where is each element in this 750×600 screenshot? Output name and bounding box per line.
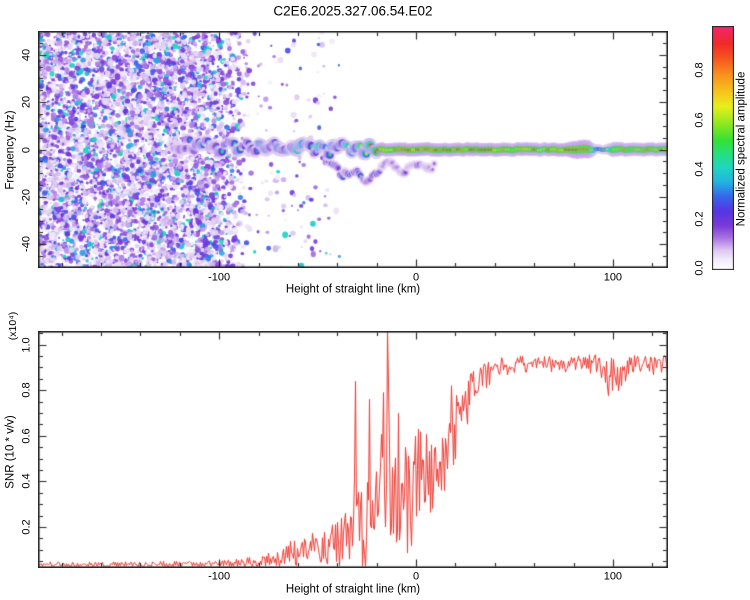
- tick-label: 0: [412, 271, 420, 283]
- tick-label: 100: [603, 271, 623, 283]
- colorbar-label: Normalized spectral amplitude: [735, 71, 748, 227]
- snr-canvas: [38, 331, 668, 568]
- spectrogram-xlabel: Height of straight line (km): [285, 283, 421, 296]
- spectrogram-canvas: [38, 31, 668, 268]
- tick-label: 0: [412, 570, 420, 583]
- snr-xlabel: Height of straight line (km): [285, 583, 421, 596]
- snr-ylabel-scale: (x10⁴): [6, 311, 19, 341]
- tick-label: 0.6: [20, 428, 33, 444]
- tick-label: 0.2: [693, 210, 706, 227]
- tick-label: 100: [603, 570, 623, 583]
- tick-label: 0.0: [693, 260, 706, 276]
- tick-label: 0.4: [693, 161, 706, 177]
- tick-label: 40: [20, 48, 33, 61]
- tick-label: 1.0: [20, 337, 33, 353]
- tick-label: 0.2: [20, 519, 33, 535]
- figure-title: C2E6.2025.327.06.54.E02: [273, 3, 433, 19]
- tick-label: 0.6: [693, 111, 706, 128]
- colorbar-gradient: [712, 26, 734, 270]
- tick-label: 0.8: [693, 62, 706, 78]
- tick-label: -40: [20, 236, 33, 253]
- tick-label: -20: [20, 188, 33, 205]
- tick-label: 20: [20, 95, 33, 109]
- tick-label: 0: [20, 146, 33, 153]
- snr-ylabel: SNR (10 * v/v): [4, 415, 17, 489]
- tick-label: 0.8: [20, 382, 33, 398]
- spectrogram-ylabel: Frequency (Hz): [4, 110, 17, 190]
- tick-label: -100: [208, 570, 231, 583]
- tick-label: -100: [208, 271, 231, 283]
- tick-label: 0.4: [20, 473, 33, 490]
